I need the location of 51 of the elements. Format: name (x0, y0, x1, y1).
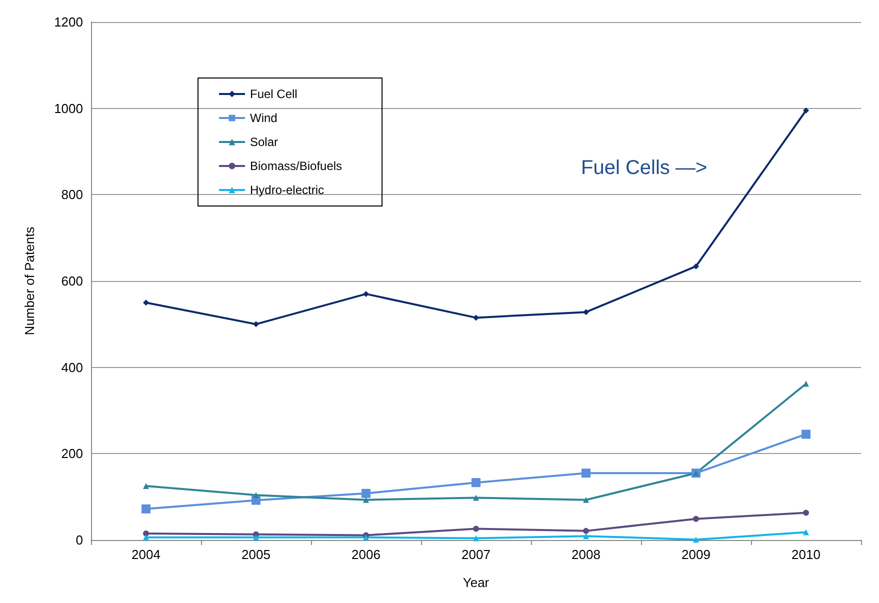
point (473, 314, 479, 321)
y-tick-label: 1200 (54, 14, 83, 30)
legend-label: Wind (250, 111, 278, 125)
point (583, 528, 589, 534)
point (143, 530, 149, 537)
point (472, 478, 480, 488)
legend-label: Hydro-electric (250, 183, 324, 197)
point (143, 534, 149, 540)
point (583, 496, 589, 503)
point (253, 492, 259, 498)
x-tick-label: 2006 (352, 547, 380, 562)
point (473, 526, 479, 532)
point (363, 290, 369, 297)
point (143, 300, 149, 306)
point (142, 504, 150, 514)
x-tick-label: 2007 (462, 547, 490, 562)
point (803, 529, 809, 536)
y-tick-label: 600 (61, 274, 83, 288)
x-tick-label: 2004 (132, 547, 160, 562)
point (693, 516, 699, 522)
point (253, 534, 259, 540)
point (803, 510, 809, 516)
legend-label: Solar (250, 135, 278, 149)
point (802, 430, 810, 439)
point (363, 496, 369, 503)
annotation: Fuel Cells —> (581, 157, 708, 179)
point (143, 483, 149, 490)
y-tick-label: 1000 (54, 100, 83, 116)
point (583, 533, 589, 540)
point (803, 380, 809, 387)
legend-label: Biomass/Biofuels (250, 159, 342, 173)
point (473, 494, 479, 501)
x-axis-title: Year (462, 575, 490, 590)
x-tick-label: 2009 (682, 547, 710, 562)
point (253, 321, 259, 328)
x-tick-label: 2008 (572, 547, 600, 562)
point (693, 263, 699, 270)
point (803, 107, 809, 114)
point (473, 535, 479, 542)
point (583, 309, 589, 316)
y-tick-label: 400 (61, 360, 83, 375)
x-tick-label: 2010 (792, 547, 820, 562)
y-tick-label: 200 (61, 446, 83, 462)
point (362, 488, 370, 498)
y-tick-label: 800 (61, 187, 83, 202)
point (693, 536, 699, 543)
y-axis-title: Number of Patents (22, 226, 37, 336)
point (582, 468, 590, 478)
y-tick-label: 0 (76, 532, 83, 548)
x-tick-label: 2005 (242, 547, 270, 562)
legend-label: Fuel Cell (250, 87, 298, 101)
